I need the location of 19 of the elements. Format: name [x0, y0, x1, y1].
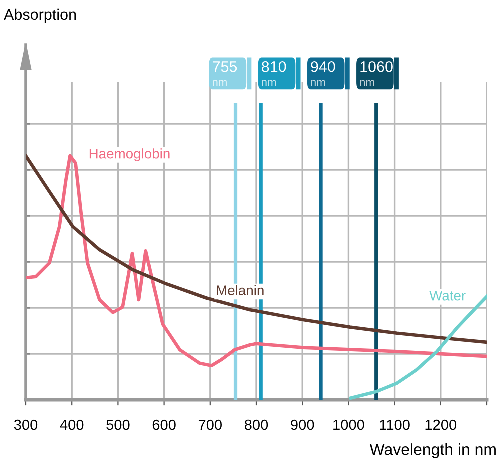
x-tick-label: 600: [152, 420, 176, 430]
ref-line-label: 810 nm: [262, 61, 286, 86]
series-label: Melanin: [217, 285, 264, 296]
ref-line-label: 1060 nm: [360, 61, 393, 86]
x-tick-label: 300: [14, 420, 38, 430]
ref-line-label: 755 nm: [212, 62, 238, 86]
series-label: Water: [430, 291, 466, 301]
x-tick-label: 700: [198, 420, 222, 430]
x-tick-label: 1000: [334, 420, 364, 430]
x-tick-label: 800: [244, 420, 268, 430]
ref-line-label: 940 nm: [311, 61, 336, 86]
x-tick-label: 900: [291, 420, 314, 430]
x-tick-label: 1100: [380, 420, 410, 430]
text: Absorption: [4, 8, 76, 24]
x-tick-label: 1200: [426, 420, 457, 430]
x-axis-title: Wavelength in nm: [370, 444, 496, 458]
series-label: Haemoglobin: [90, 148, 170, 162]
x-tick-label: 400: [60, 420, 84, 430]
x-tick-label: 500: [106, 420, 130, 430]
